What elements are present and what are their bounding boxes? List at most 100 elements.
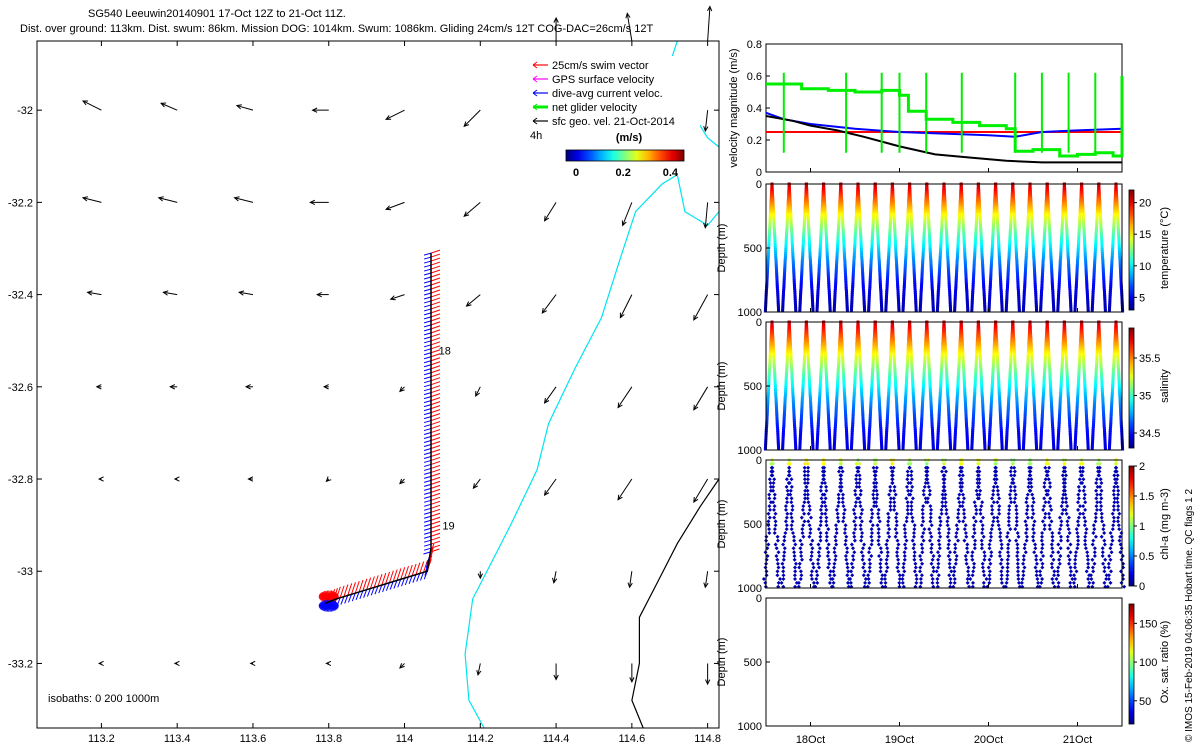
profile-point xyxy=(1084,260,1088,264)
profile-point xyxy=(783,256,787,260)
profile-point xyxy=(936,305,940,309)
profile-point xyxy=(965,435,969,439)
profile-point xyxy=(1012,336,1016,340)
profile-point xyxy=(941,347,945,351)
profile-point xyxy=(961,219,965,223)
profile-point xyxy=(874,190,878,194)
profile-point xyxy=(776,439,780,443)
profile-point xyxy=(977,198,981,202)
profile-point xyxy=(869,410,872,414)
profile-point xyxy=(964,412,968,416)
profile-point xyxy=(944,221,948,225)
profile-point xyxy=(827,276,830,280)
profile-point xyxy=(909,217,913,221)
profile-point xyxy=(943,343,947,346)
swim-vector xyxy=(328,595,339,598)
profile-point xyxy=(869,396,873,400)
profile-point xyxy=(834,412,838,416)
profile-point xyxy=(955,400,959,404)
profile-point xyxy=(785,223,789,227)
profile-point xyxy=(1017,291,1020,294)
profile-point xyxy=(1118,256,1122,260)
colorbar-tick-label: 10 xyxy=(1139,261,1151,273)
profile-point xyxy=(1034,297,1038,301)
profile-point xyxy=(1081,203,1085,206)
profile-point xyxy=(854,351,858,355)
profile-point xyxy=(783,404,787,408)
profile-point xyxy=(792,418,796,422)
profile-point xyxy=(857,205,861,208)
profile-point xyxy=(998,270,1002,274)
profile-point xyxy=(852,394,856,398)
profile-point xyxy=(920,422,923,426)
profile-point xyxy=(1007,388,1011,392)
profile-point xyxy=(867,441,871,445)
profile-point xyxy=(838,341,842,344)
profile-point xyxy=(1084,262,1088,266)
profile-point xyxy=(806,217,810,221)
profile-point xyxy=(1026,227,1030,231)
profile-point xyxy=(1000,299,1004,303)
profile-point xyxy=(825,241,829,245)
profile-point xyxy=(897,299,900,303)
profile-point xyxy=(766,394,770,398)
profile-point xyxy=(938,264,942,268)
swim-vector xyxy=(422,560,428,573)
profile-point xyxy=(835,252,839,256)
profile-point xyxy=(841,359,845,363)
profile-point xyxy=(859,371,863,375)
profile-point xyxy=(839,330,843,334)
profile-point xyxy=(996,229,1000,233)
profile-point xyxy=(857,207,861,211)
profile-point xyxy=(853,377,857,381)
profile-point xyxy=(808,248,812,251)
profile-point xyxy=(1101,266,1105,270)
profile-point xyxy=(818,248,822,251)
profile-point xyxy=(1112,213,1116,217)
profile-point xyxy=(1115,205,1119,208)
profile-point xyxy=(954,414,958,418)
profile-point xyxy=(990,392,994,396)
profile-point xyxy=(838,336,842,340)
profile-point xyxy=(800,408,804,412)
profile-point xyxy=(886,402,890,406)
profile-point xyxy=(802,235,806,239)
profile-point xyxy=(939,369,943,373)
profile-point xyxy=(1008,235,1012,239)
profile-point xyxy=(802,221,806,225)
profile-point xyxy=(939,381,943,385)
profile-point xyxy=(1081,198,1084,202)
profile-point xyxy=(893,225,897,229)
profile-point xyxy=(774,398,778,402)
profile-point xyxy=(972,398,976,402)
profile-point xyxy=(1090,305,1094,309)
profile-point xyxy=(957,227,961,231)
profile-point xyxy=(838,207,841,211)
profile-point xyxy=(1025,246,1029,249)
profile-point xyxy=(851,282,855,286)
profile-point xyxy=(1027,211,1030,215)
profile-point xyxy=(886,404,890,408)
profile-point xyxy=(928,381,932,385)
profile-point xyxy=(1114,190,1118,194)
profile-point xyxy=(799,429,803,432)
profile-point xyxy=(802,227,806,231)
profile-point xyxy=(997,248,1001,251)
profile-point xyxy=(820,361,823,365)
profile-point xyxy=(982,427,986,430)
dive-avg-current-vector xyxy=(423,272,432,276)
profile-point xyxy=(1063,200,1067,204)
swim-vector xyxy=(430,540,441,545)
profile-point xyxy=(862,289,866,292)
profile-point xyxy=(971,295,974,299)
profile-point xyxy=(940,361,944,365)
profile-point xyxy=(766,254,770,258)
profile-point xyxy=(807,363,811,367)
profile-point xyxy=(827,293,831,297)
profile-point xyxy=(1100,246,1104,249)
profile-point xyxy=(1040,282,1044,286)
swim-vector xyxy=(430,528,441,533)
profile-point xyxy=(788,188,791,192)
profile-point xyxy=(820,223,823,227)
profile-point xyxy=(823,205,827,208)
